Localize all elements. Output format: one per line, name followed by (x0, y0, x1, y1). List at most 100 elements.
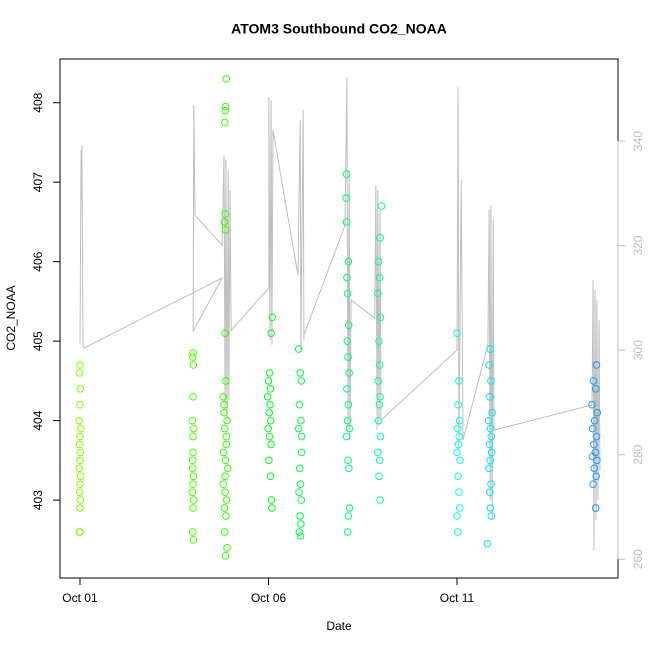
y2-tick-label: 280 (631, 444, 645, 464)
point (344, 512, 353, 520)
point (188, 456, 197, 465)
x-tick-label: Oct 06 (251, 591, 287, 605)
point (267, 496, 276, 504)
point (342, 432, 351, 441)
point (221, 226, 230, 234)
point (267, 440, 275, 449)
point (591, 385, 600, 393)
y-tick-label: 405 (31, 331, 45, 351)
line-series (79, 77, 601, 551)
point (76, 385, 85, 393)
point (75, 488, 84, 496)
point (455, 488, 463, 496)
point (190, 424, 198, 433)
point (375, 361, 384, 369)
point (223, 543, 231, 552)
point (342, 218, 351, 226)
point (377, 202, 386, 210)
point (374, 257, 383, 266)
point (344, 400, 353, 409)
point (376, 432, 385, 441)
point (375, 273, 384, 282)
point (76, 528, 84, 536)
point (220, 118, 229, 127)
point (453, 448, 461, 457)
point (588, 424, 597, 433)
point (266, 416, 275, 425)
point (343, 528, 352, 536)
point (344, 456, 352, 465)
point (487, 512, 496, 520)
point (76, 361, 84, 369)
point (375, 472, 383, 481)
point (454, 440, 463, 449)
point (75, 369, 84, 377)
chart-title: ATOM3 Southbound CO2_NOAA (231, 21, 447, 37)
point (188, 488, 197, 496)
point (294, 424, 303, 433)
point (295, 488, 303, 496)
point (221, 106, 229, 115)
point (296, 532, 305, 540)
point (188, 353, 197, 361)
point (374, 448, 382, 457)
point (220, 218, 229, 226)
point (483, 540, 492, 548)
point (75, 464, 84, 473)
point (189, 504, 197, 512)
point (376, 392, 384, 401)
point (268, 504, 276, 512)
point (76, 472, 85, 481)
point (342, 194, 350, 202)
point (220, 424, 229, 433)
point (189, 361, 198, 369)
point (345, 464, 353, 473)
point (221, 102, 230, 111)
point (222, 496, 231, 504)
point (486, 345, 494, 353)
point (375, 400, 384, 409)
point (454, 472, 462, 481)
point (592, 361, 601, 369)
point (297, 520, 305, 528)
point (188, 416, 197, 425)
x-axis-label: Date (326, 619, 352, 633)
point (220, 400, 228, 409)
point (266, 400, 274, 409)
point (189, 432, 197, 441)
point (266, 385, 275, 393)
point (345, 424, 354, 433)
point (76, 504, 84, 512)
point (297, 448, 306, 457)
point (265, 408, 274, 417)
point (344, 257, 353, 266)
point (297, 496, 306, 504)
point (374, 289, 382, 298)
point (189, 349, 197, 357)
point (486, 392, 494, 401)
point (487, 377, 495, 385)
point (589, 480, 597, 489)
point (221, 210, 229, 218)
point (592, 432, 601, 441)
y-tick-label: 403 (31, 490, 45, 510)
point (223, 416, 231, 425)
point (343, 273, 351, 282)
point (189, 472, 198, 481)
point (453, 528, 462, 536)
plot-frame (59, 58, 619, 579)
point (455, 377, 463, 385)
point (455, 416, 464, 425)
point (487, 480, 495, 489)
point (487, 432, 496, 441)
point (486, 488, 494, 496)
point (592, 472, 600, 481)
point (376, 496, 384, 504)
point (345, 321, 353, 330)
point (343, 385, 351, 393)
point (455, 504, 464, 512)
point (221, 488, 229, 496)
point (294, 345, 303, 353)
point (484, 416, 493, 425)
